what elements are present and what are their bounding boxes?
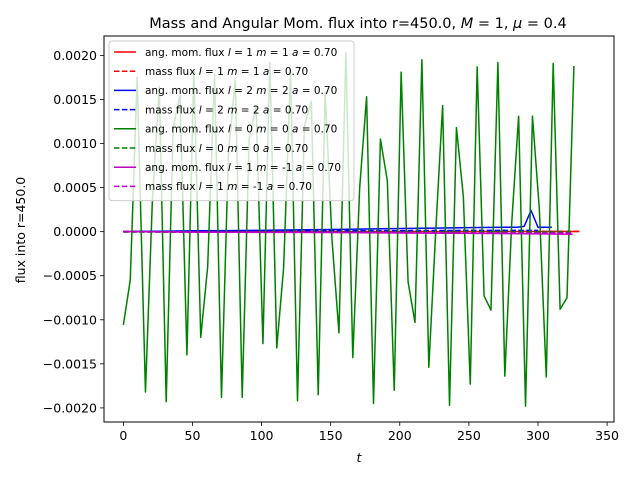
series-line-4 [122, 51, 575, 407]
x-tick-label: 100 [250, 428, 274, 443]
legend-label-2: ang. mom. flux l = 2 m = 2 a = 0.70 [145, 85, 337, 97]
plot-area-frame [103, 35, 615, 423]
x-axis-ticks: 0 50 100 150 200 250 300 350 [119, 422, 619, 443]
x-tick-label: 50 [185, 428, 201, 443]
x-tick-label: 150 [319, 428, 343, 443]
series-line-7 [123, 230, 573, 234]
chart-title-mu-value: = 0.4 [522, 16, 566, 32]
y-tick-label: 0.0000 [53, 224, 97, 239]
legend-label-3: mass flux l = 2 m = 2 a = 0.70 [145, 104, 308, 116]
x-tick-label: 350 [595, 428, 619, 443]
chart-title-m-symbol: M [461, 16, 474, 32]
x-axis-label: t [357, 450, 363, 465]
series-line-2 [123, 209, 552, 233]
y-tick-label: −0.0010 [43, 312, 97, 327]
x-tick-label: 200 [388, 428, 412, 443]
y-tick-label: −0.0005 [43, 268, 97, 283]
chart-title-m-value: = 1, [473, 16, 513, 32]
plot-series [122, 51, 580, 407]
legend: ang. mom. flux l = 1 m = 1 a = 0.70 mass … [108, 40, 355, 202]
legend-label-5: mass flux l = 0 m = 0 a = 0.70 [145, 143, 308, 155]
x-tick-label: 300 [526, 428, 550, 443]
y-tick-label: −0.0020 [43, 400, 97, 415]
chart-title: Mass and Angular Mom. flux into r=450.0,… [149, 16, 566, 32]
y-tick-label: 0.0005 [53, 180, 97, 195]
legend-label-6: ang. mom. flux l = 1 m = -1 a = 0.70 [145, 162, 341, 174]
x-tick-label: 250 [457, 428, 481, 443]
y-tick-label: −0.0015 [43, 356, 97, 371]
y-tick-label: 0.0020 [53, 48, 97, 63]
chart-title-prefix: Mass and Angular Mom. flux into r=450.0, [149, 16, 460, 32]
chart-title-mu-symbol: μ [512, 16, 522, 32]
legend-label-1: mass flux l = 1 m = 1 a = 0.70 [145, 66, 308, 78]
y-tick-label: 0.0015 [53, 92, 97, 107]
y-axis-ticks: −0.0020 −0.0015 −0.0010 −0.0005 0.0000 0.0005… [43, 48, 104, 415]
series-line-3 [123, 229, 538, 233]
legend-label-7: mass flux l = 1 m = -1 a = 0.70 [145, 181, 312, 193]
legend-label-0: ang. mom. flux l = 1 m = 1 a = 0.70 [145, 47, 337, 59]
x-tick-label: 0 [119, 428, 127, 443]
legend-box [108, 40, 355, 202]
y-tick-label: 0.0010 [53, 136, 97, 151]
legend-label-4: ang. mom. flux l = 0 m = 0 a = 0.70 [145, 124, 337, 136]
y-axis-label: flux into r=450.0 [13, 177, 28, 284]
